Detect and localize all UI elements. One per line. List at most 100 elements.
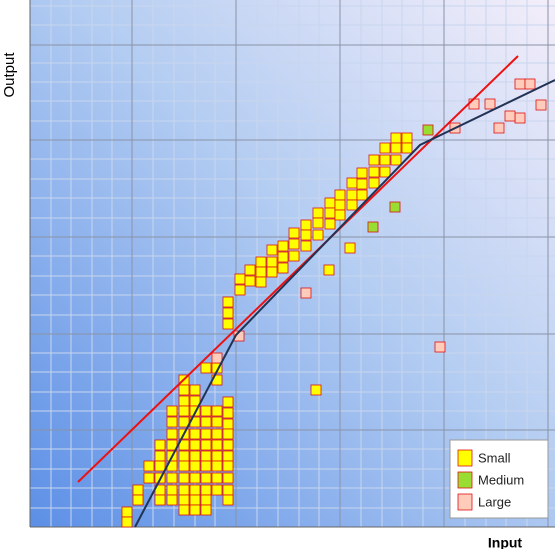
- data-box: [154, 450, 166, 462]
- data-box: [166, 416, 178, 428]
- trend-line: [77, 55, 519, 483]
- data-box: [211, 472, 223, 484]
- data-box: [468, 98, 480, 110]
- data-box: [514, 78, 526, 90]
- data-box: [401, 132, 413, 144]
- data-box: [390, 154, 402, 166]
- data-box: [200, 450, 212, 462]
- data-box: [288, 238, 300, 250]
- data-box: [244, 264, 256, 276]
- plot-area: [30, 0, 555, 527]
- data-box: [368, 177, 380, 189]
- data-box: [200, 460, 212, 472]
- data-box: [300, 240, 312, 252]
- data-box: [211, 428, 223, 440]
- trend-line: [134, 79, 555, 528]
- data-box: [178, 504, 190, 516]
- data-box: [288, 250, 300, 262]
- data-box: [189, 504, 201, 516]
- data-box: [222, 460, 234, 472]
- data-box: [178, 395, 190, 407]
- data-box: [312, 207, 324, 219]
- data-box: [266, 256, 278, 268]
- data-box: [189, 428, 201, 440]
- data-box: [211, 484, 223, 496]
- data-box: [535, 99, 547, 111]
- data-box: [312, 217, 324, 229]
- data-box: [154, 460, 166, 472]
- x-axis-label: Input: [488, 535, 523, 549]
- data-box: [390, 142, 402, 154]
- data-box: [277, 240, 289, 252]
- data-box: [200, 405, 212, 417]
- data-box: [266, 244, 278, 256]
- data-box: [211, 460, 223, 472]
- data-box: [324, 218, 336, 230]
- data-box: [356, 189, 368, 201]
- data-box: [189, 460, 201, 472]
- data-box: [200, 428, 212, 440]
- data-box: [346, 177, 358, 189]
- legend-label: Small: [478, 450, 511, 465]
- data-box: [178, 494, 190, 506]
- data-box: [211, 352, 223, 364]
- data-box: [211, 416, 223, 428]
- legend-swatch: [457, 449, 473, 467]
- legend-swatch: [457, 493, 473, 511]
- data-box: [200, 494, 212, 506]
- data-box: [324, 207, 336, 219]
- data-box: [166, 428, 178, 440]
- data-box: [200, 504, 212, 516]
- data-box: [300, 229, 312, 241]
- data-box: [166, 484, 178, 496]
- data-box: [166, 405, 178, 417]
- data-box: [132, 494, 144, 506]
- data-box: [166, 494, 178, 506]
- data-box: [178, 484, 190, 496]
- data-box: [300, 219, 312, 231]
- data-box: [222, 484, 234, 496]
- data-box: [255, 256, 267, 268]
- data-box: [346, 199, 358, 211]
- data-box: [166, 439, 178, 451]
- data-box: [504, 110, 516, 122]
- legend-label: Medium: [478, 472, 524, 487]
- data-box: [222, 418, 234, 430]
- data-box: [255, 276, 267, 288]
- data-box: [244, 275, 256, 287]
- data-box: [178, 405, 190, 417]
- data-box: [234, 284, 246, 296]
- legend-label: Large: [478, 494, 511, 509]
- data-box: [356, 178, 368, 190]
- data-box: [178, 450, 190, 462]
- data-box: [121, 516, 133, 528]
- data-box: [143, 472, 155, 484]
- data-box: [277, 251, 289, 263]
- data-box: [211, 439, 223, 451]
- data-box: [189, 494, 201, 506]
- data-box: [200, 439, 212, 451]
- data-box: [222, 396, 234, 408]
- data-box: [524, 78, 536, 90]
- y-axis-label: Output: [1, 52, 18, 98]
- data-box: [422, 124, 434, 136]
- data-box: [379, 166, 391, 178]
- data-box: [255, 266, 267, 278]
- data-box: [356, 167, 368, 179]
- data-box: [132, 484, 144, 496]
- data-box: [266, 266, 278, 278]
- data-box: [389, 201, 401, 213]
- data-box: [324, 197, 336, 209]
- data-box: [334, 199, 346, 211]
- data-box: [300, 287, 312, 299]
- data-box: [222, 407, 234, 419]
- data-box: [222, 494, 234, 506]
- data-box: [222, 472, 234, 484]
- data-box: [178, 416, 190, 428]
- data-box: [189, 450, 201, 462]
- data-box: [178, 472, 190, 484]
- data-box: [234, 273, 246, 285]
- data-box: [368, 166, 380, 178]
